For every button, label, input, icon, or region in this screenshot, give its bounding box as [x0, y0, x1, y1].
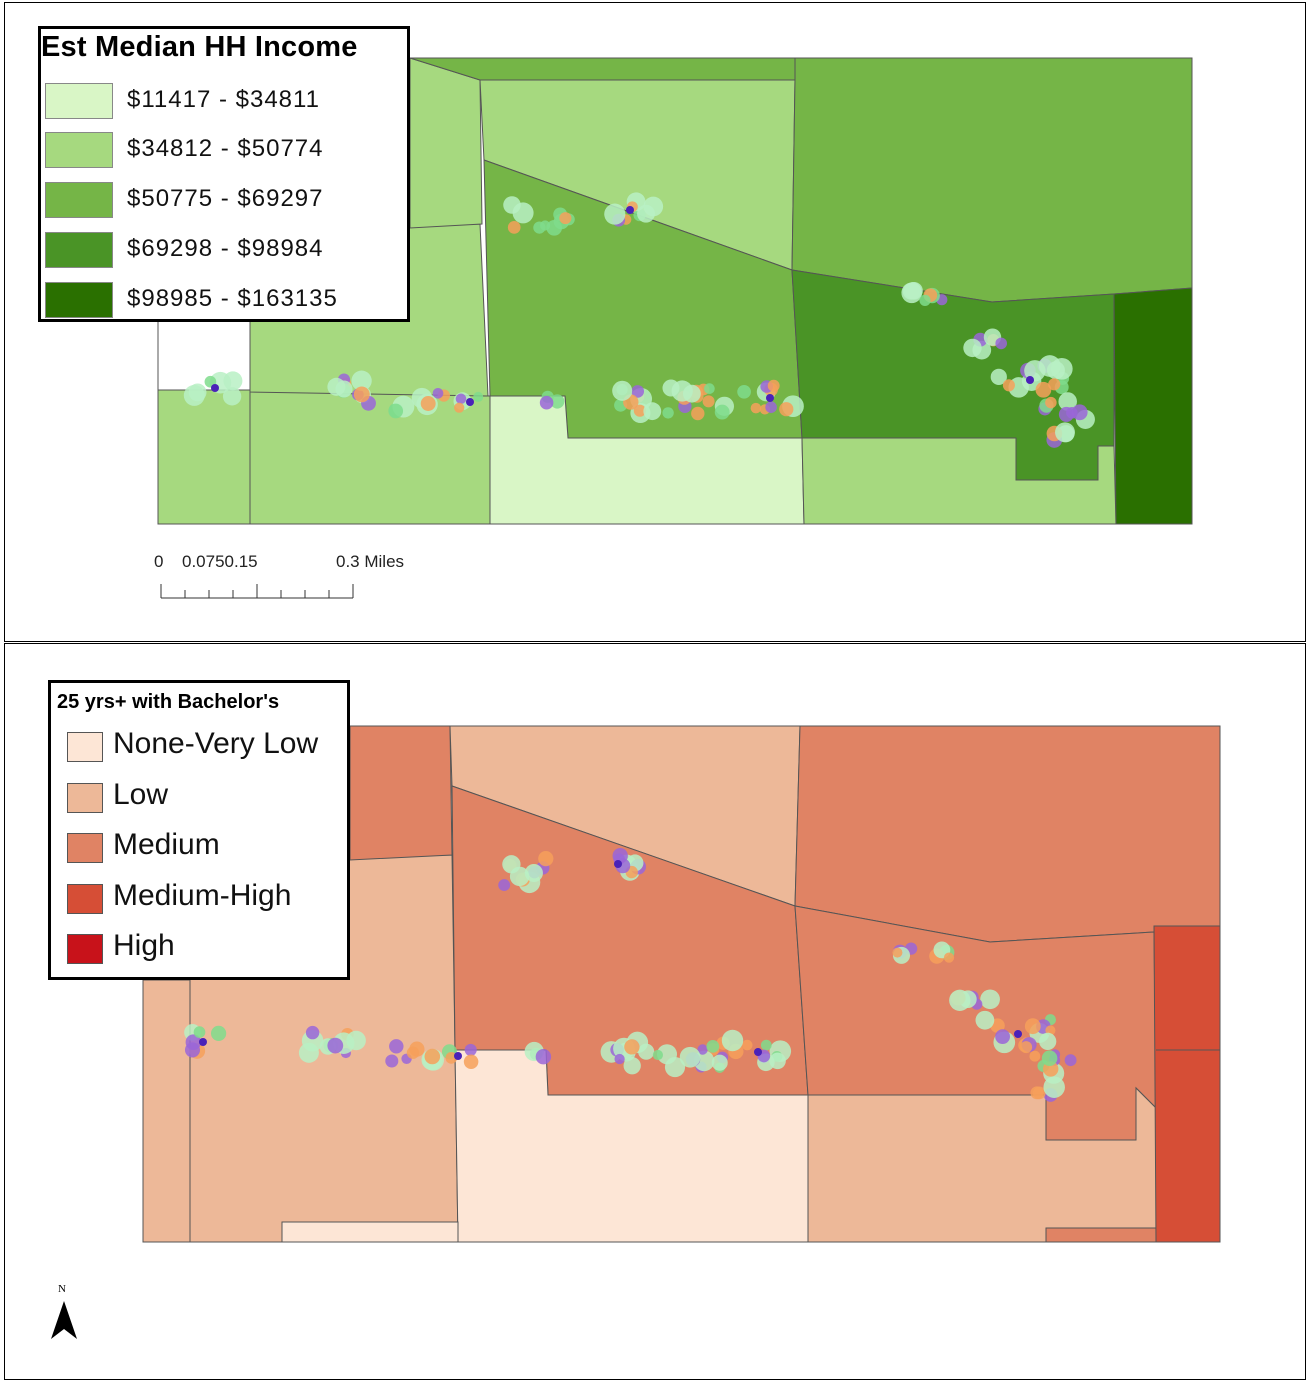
education-swatch-4	[67, 884, 103, 914]
parcel-point	[540, 220, 551, 231]
parcel-point	[901, 282, 923, 304]
parcel-point	[604, 203, 626, 225]
parcel-point	[963, 338, 982, 358]
income-swatch-5	[45, 282, 113, 318]
parcel-point	[626, 206, 634, 214]
north-label: N	[58, 1283, 66, 1295]
parcel-point	[990, 368, 1007, 386]
income-polygons	[157, 57, 1193, 525]
parcel-point	[503, 196, 521, 214]
parcel-point	[420, 396, 436, 411]
education-legend: 25 yrs+ with Bachelor's None-Very Low Lo…	[48, 680, 350, 980]
income-legend-title: Est Median HH Income	[41, 31, 358, 63]
parcel-point	[1045, 396, 1057, 409]
parcel-point	[643, 402, 662, 421]
education-legend-label: Medium-High	[113, 879, 292, 912]
education-legend-label: High	[113, 929, 175, 962]
parcel-point	[388, 403, 404, 419]
parcel-point	[737, 384, 751, 399]
tract-north-strip	[409, 57, 483, 229]
parcel-point	[662, 407, 674, 419]
income-swatch-4	[45, 232, 113, 268]
tract-west-strip	[157, 389, 251, 525]
parcel-point	[702, 395, 715, 408]
education-legend-label: Low	[113, 778, 169, 811]
parcel-point	[466, 398, 474, 406]
parcel-point	[779, 402, 794, 417]
income-legend-label: $69298 - $98984	[127, 235, 324, 262]
parcel-point	[750, 402, 762, 414]
parcel-point	[704, 383, 715, 394]
parcel-point	[1026, 376, 1034, 384]
tract-far-east	[1113, 287, 1193, 525]
parcel-point	[1058, 406, 1074, 422]
parcel-point	[633, 404, 646, 417]
parcel-point	[1002, 379, 1015, 392]
parcel-point	[353, 386, 370, 403]
parcel-point	[507, 221, 521, 234]
education-legend-label: None-Very Low	[113, 727, 319, 760]
parcel-point	[183, 384, 205, 406]
parcel-point	[222, 387, 242, 406]
parcel-point	[682, 384, 701, 403]
parcel-point	[767, 379, 780, 392]
scale-bar: 0 0.0750.15 0.3 Miles	[150, 552, 440, 604]
parcel-point	[1055, 422, 1075, 443]
income-legend-label: $50775 - $69297	[127, 185, 324, 212]
scale-label-end: 0.3 Miles	[336, 552, 405, 571]
parcel-point	[714, 404, 730, 420]
income-legend-label: $34812 - $50774	[127, 135, 324, 162]
income-swatch-1	[45, 83, 113, 119]
income-swatch-3	[45, 182, 113, 218]
scale-bar-ticks	[160, 584, 354, 599]
parcel-point	[612, 380, 633, 401]
tract-northeast	[791, 57, 1193, 303]
parcel-point	[691, 406, 705, 421]
parcel-point	[1048, 378, 1061, 391]
income-swatch-2	[45, 132, 113, 168]
parcel-point	[546, 219, 563, 236]
income-map	[157, 57, 1193, 525]
parcel-point	[351, 370, 372, 391]
parcel-point	[995, 337, 1008, 350]
tract-southeast	[801, 437, 1117, 525]
parcel-point	[1071, 404, 1088, 421]
parcel-point	[550, 394, 565, 409]
tract-north-top	[409, 57, 796, 81]
parcel-point	[766, 394, 774, 402]
scale-label-mid: 0.0750.15	[182, 552, 258, 571]
parcel-point	[559, 212, 572, 225]
education-swatch-2	[67, 783, 103, 813]
income-legend-label: $11417 - $34811	[127, 86, 320, 113]
parcel-point	[539, 395, 554, 410]
education-swatch-5	[67, 934, 103, 964]
income-legend-label: $98985 - $163135	[127, 285, 338, 312]
parcel-point	[473, 391, 484, 402]
income-legend: Est Median HH Income $11417 - $34811 $34…	[38, 26, 410, 322]
parcel-point	[765, 401, 777, 413]
parcel-point	[1050, 357, 1073, 380]
parcel-point	[631, 385, 645, 398]
parcel-point	[454, 402, 465, 413]
parcel-points-top	[183, 192, 1095, 448]
parcel-point	[1035, 381, 1052, 398]
parcel-point	[211, 384, 219, 392]
parcel-point	[432, 387, 444, 399]
education-swatch-3	[67, 833, 103, 863]
north-arrow-icon: N	[48, 1283, 82, 1345]
education-legend-title: 25 yrs+ with Bachelor's	[57, 691, 280, 713]
education-legend-label: Medium	[113, 828, 220, 861]
scale-label-0: 0	[154, 552, 164, 571]
parcel-point	[327, 377, 346, 396]
education-swatch-1	[67, 732, 103, 762]
parcel-point	[1058, 392, 1077, 411]
north-arrow-shape	[51, 1301, 77, 1339]
parcel-point	[643, 196, 664, 217]
parcel-point	[919, 294, 931, 307]
parcel-point	[455, 393, 467, 405]
